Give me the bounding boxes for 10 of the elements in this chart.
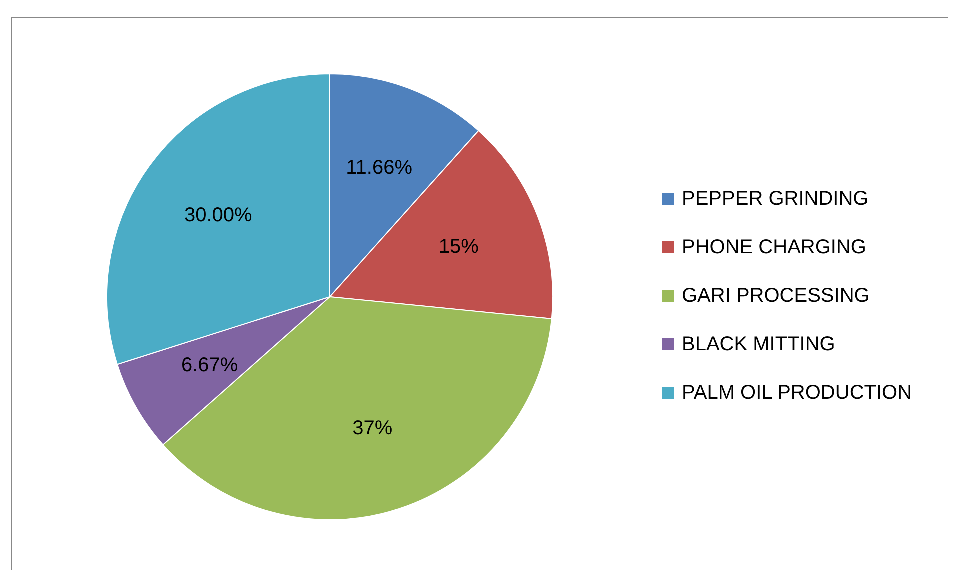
legend-label: PALM OIL PRODUCTION — [682, 382, 912, 404]
data-label: 30.00% — [184, 204, 253, 226]
legend-label: GARI PROCESSING — [682, 285, 870, 307]
data-label: 6.67% — [181, 354, 238, 376]
data-label: 15% — [438, 236, 480, 258]
legend-label: BLACK MITTING — [682, 334, 836, 356]
legend-label: PEPPER GRINDING — [682, 188, 869, 210]
legend-label: PHONE CHARGING — [682, 236, 866, 258]
data-label: 37% — [352, 418, 393, 440]
data-label: 11.66% — [346, 156, 413, 179]
